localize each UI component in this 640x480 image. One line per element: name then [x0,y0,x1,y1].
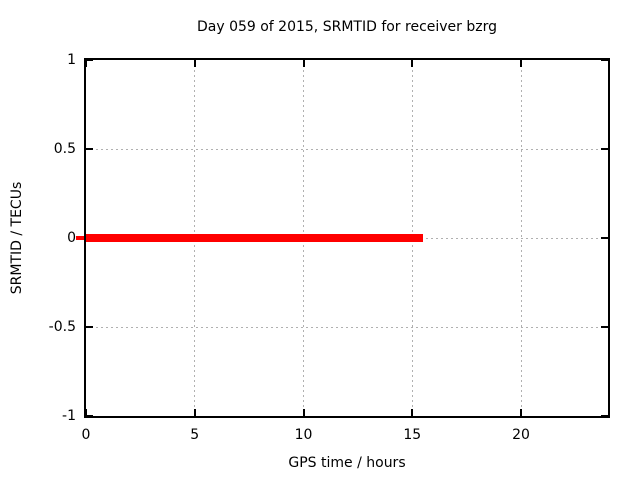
x-tick-mark-bottom [302,409,305,416]
x-tick-label: 15 [403,427,422,443]
x-tick-mark-top [411,60,414,67]
x-tick-label: 0 [81,427,91,443]
x-tick-mark-top [193,60,196,67]
x-tick-mark-top [302,60,305,67]
plot-area [76,58,610,418]
y-tick-mark-right [601,148,608,150]
y-tick-mark-right [601,415,608,417]
y-tick-mark-left [86,415,93,417]
y-tick-mark-right [601,326,608,328]
y-tick-label: 0 [67,230,76,246]
y-tick-label: -0.5 [48,319,76,335]
gridline-horizontal [86,326,608,328]
y-tick-mark-right [601,237,608,239]
x-tick-labels: 0 5 10 15 20 [82,427,608,445]
y-tick-label: -1 [62,408,76,424]
x-tick-mark-bottom [520,409,522,416]
series-line-overhang [76,236,84,240]
y-tick-mark-right [601,59,608,61]
x-tick-mark-bottom [193,409,196,416]
x-tick-mark-bottom [411,409,414,416]
chart-title: Day 059 of 2015, SRMTID for receiver bzr… [196,19,498,35]
y-tick-mark-left [86,326,93,328]
x-tick-label: 20 [512,427,530,443]
gridline-horizontal [86,148,608,150]
y-tick-labels: 1 0.5 0 -0.5 -1 [0,52,76,424]
y-tick-label: 0.5 [53,141,76,157]
x-tick-mark-bottom [85,409,87,416]
x-tick-mark-top [520,60,522,67]
y-tick-mark-left [86,148,93,150]
x-axis-label: GPS time / hours [288,455,406,471]
x-tick-mark-top [85,60,87,67]
y-tick-mark-left [86,59,93,61]
series-line-srmtid [86,234,424,242]
x-tick-label: 10 [294,427,313,443]
y-tick-label: 1 [67,52,76,68]
x-tick-label: 5 [190,427,200,443]
